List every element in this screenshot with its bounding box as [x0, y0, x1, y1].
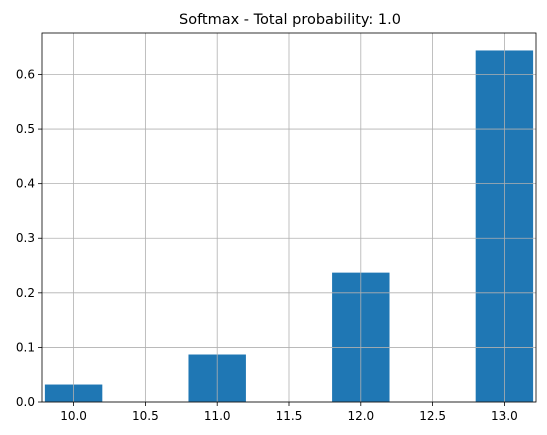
y-axis-ticks: 0.0 0.1 0.2 0.3 0.4 0.5 0.6 — [16, 67, 42, 409]
x-tick-label: 12.5 — [419, 409, 446, 423]
x-tick-label: 11.0 — [204, 409, 231, 423]
y-tick-label: 0.4 — [16, 177, 35, 191]
x-tick-label: 10.0 — [60, 409, 87, 423]
y-tick-label: 0.2 — [16, 286, 35, 300]
y-tick-label: 0.0 — [16, 395, 35, 409]
y-tick-label: 0.6 — [16, 67, 35, 81]
grid-lines — [42, 33, 536, 403]
x-tick-label: 12.0 — [347, 409, 374, 423]
y-tick-label: 0.5 — [16, 122, 35, 136]
x-axis-ticks: 10.0 10.5 11.0 11.5 12.0 12.5 13.0 — [60, 402, 518, 423]
y-tick-label: 0.3 — [16, 231, 35, 245]
y-tick-label: 0.1 — [16, 340, 35, 354]
x-tick-label: 11.5 — [276, 409, 303, 423]
chart-title: Softmax - Total probability: 1.0 — [179, 12, 401, 28]
x-tick-label: 10.5 — [132, 409, 159, 423]
x-tick-label: 13.0 — [491, 409, 518, 423]
